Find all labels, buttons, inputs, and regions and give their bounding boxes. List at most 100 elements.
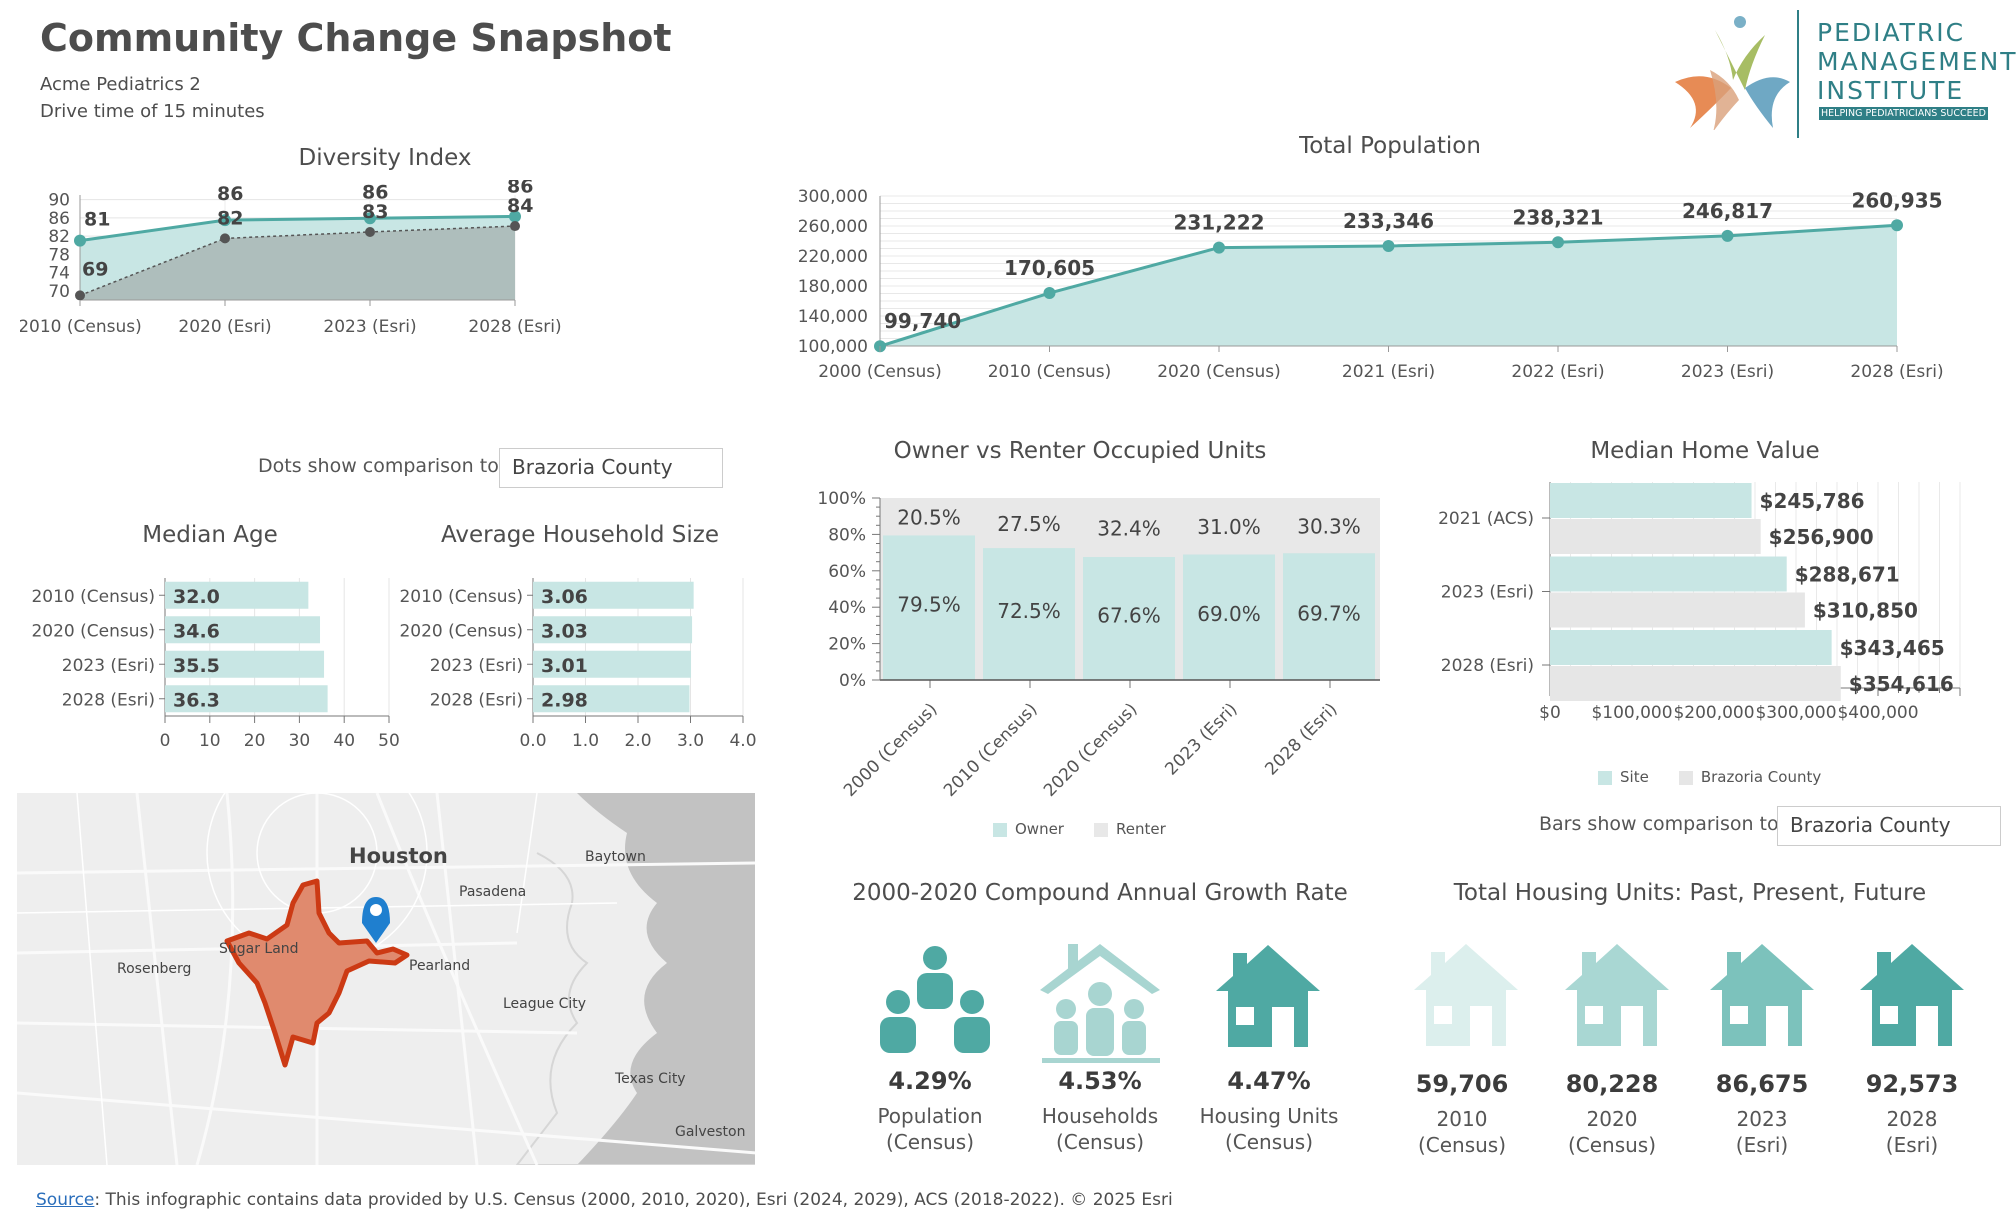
bars-comparison-select[interactable]: Brazoria County bbox=[1777, 806, 2001, 846]
population-point bbox=[1552, 236, 1564, 249]
map-label-sugar-land: Sugar Land bbox=[219, 941, 299, 957]
renter-data-label: 32.4% bbox=[1097, 516, 1161, 540]
y-tick-label: 180,000 bbox=[798, 277, 868, 297]
renter-data-label: 27.5% bbox=[997, 512, 1061, 536]
map-label-pearland: Pearland bbox=[409, 958, 470, 974]
y-tick-label: 260,000 bbox=[798, 217, 868, 237]
x-tick-label: 40 bbox=[333, 731, 355, 751]
site-name: Acme Pediatrics 2 bbox=[40, 74, 201, 95]
household-size-title: Average Household Size bbox=[441, 522, 719, 548]
site-data-label: 81 bbox=[84, 209, 110, 231]
x-tick-label: 2028 (Esri) bbox=[468, 317, 561, 337]
owner-data-label: 72.5% bbox=[997, 599, 1061, 623]
site-point bbox=[74, 234, 86, 247]
source-note: Source: This infographic contains data p… bbox=[36, 1190, 1173, 1210]
county-data-label: 82 bbox=[217, 207, 243, 229]
x-tick-label: 2.0 bbox=[624, 731, 651, 751]
dots-comparison-select[interactable]: Brazoria County bbox=[499, 448, 723, 488]
renter-bar bbox=[1083, 498, 1175, 557]
bar-data-label: 35.5 bbox=[173, 655, 220, 677]
bar-data-label: 3.03 bbox=[541, 620, 588, 642]
growth-stat-housing-units: 4.47% Housing Units (Census) bbox=[1199, 1067, 1339, 1154]
map-label-galveston: Galveston bbox=[675, 1124, 745, 1140]
site-bar bbox=[1550, 483, 1752, 518]
x-tick-label: 2021 (Esri) bbox=[1342, 362, 1435, 382]
home-value-title: Median Home Value bbox=[1590, 438, 1820, 464]
housing-units-icon bbox=[1216, 945, 1320, 1047]
site-point bbox=[219, 214, 231, 227]
county-data-label: $354,616 bbox=[1849, 672, 1954, 696]
population-data-label: 170,605 bbox=[1004, 256, 1095, 280]
owner-data-label: 79.5% bbox=[897, 593, 961, 617]
housing-stat-2020: 80,228 2020 (Census) bbox=[1565, 1070, 1659, 1157]
bar-data-label: 3.06 bbox=[541, 586, 588, 608]
population-data-label: 260,935 bbox=[1851, 188, 1942, 212]
owner-data-label: 69.0% bbox=[1197, 602, 1261, 626]
county-data-label: 84 bbox=[507, 195, 533, 217]
x-tick-label: 10 bbox=[199, 731, 221, 751]
tenure-legend: Owner Renter bbox=[993, 820, 1166, 838]
map-label-pasadena: Pasadena bbox=[459, 884, 526, 900]
site-line bbox=[79, 214, 516, 243]
household-size-chart: 0.0 1.0 2.0 3.0 4.0 3.06 2010 (Census) 3.03 2020… bbox=[399, 578, 757, 751]
population-chart: 100,000 140,000 180,000 220,000 260,000 300,0… bbox=[798, 187, 1944, 382]
drive-time-boundary bbox=[224, 878, 410, 1068]
county-point bbox=[220, 233, 230, 244]
y-tick-label: 140,000 bbox=[798, 307, 868, 327]
tenure-chart: 0% 20% 40% 60% 80% 100% 79.5% 20.5% 2000 (Census… bbox=[817, 489, 1380, 800]
x-tick-label: 2010 (Census) bbox=[20, 317, 142, 337]
y-tick-label: 2010 (Census) bbox=[399, 587, 523, 607]
y-tick-label: 82 bbox=[48, 227, 70, 247]
site-data-label: $288,671 bbox=[1795, 563, 1900, 587]
y-tick-label: 2010 (Census) bbox=[31, 587, 155, 607]
owner-bar bbox=[1183, 554, 1275, 680]
population-data-label: 231,222 bbox=[1173, 211, 1264, 235]
x-tick-label: 4.0 bbox=[729, 731, 756, 751]
site-pin-icon[interactable] bbox=[362, 897, 390, 943]
x-tick-label: 2000 (Census) bbox=[818, 362, 942, 382]
house-2010-icon bbox=[1414, 944, 1518, 1046]
owner-bar bbox=[1283, 553, 1375, 680]
growth-title: 2000-2020 Compound Annual Growth Rate bbox=[852, 880, 1348, 906]
y-tick-label: 2023 (Esri) bbox=[430, 656, 523, 676]
y-tick-label: 86 bbox=[48, 209, 70, 229]
y-tick-label: 2028 (Esri) bbox=[62, 690, 155, 710]
population-area bbox=[880, 225, 1897, 347]
y-tick-label: 90 bbox=[48, 191, 70, 211]
y-tick-label: 2020 (Census) bbox=[399, 621, 523, 641]
bar bbox=[533, 616, 693, 644]
map-label-houston: Houston bbox=[349, 844, 448, 868]
owner-bar bbox=[883, 535, 975, 680]
house-2020-icon bbox=[1565, 944, 1669, 1046]
x-tick-label: 2023 (Esri) bbox=[1681, 362, 1774, 382]
site-data-label: $343,465 bbox=[1840, 636, 1945, 660]
bar bbox=[533, 581, 694, 609]
x-tick-label: 2020 (Census) bbox=[1157, 362, 1281, 382]
x-tick-label: 2022 (Esri) bbox=[1511, 362, 1604, 382]
owner-bar bbox=[983, 548, 1075, 680]
bars-comparison-label: Bars show comparison to bbox=[1539, 813, 1779, 835]
source-link[interactable]: Source bbox=[36, 1190, 95, 1210]
drive-time-map[interactable]: Houston Pasadena Baytown Sugar Land Rose… bbox=[17, 793, 755, 1165]
y-tick-label: 2028 (Esri) bbox=[1441, 656, 1534, 676]
renter-bar bbox=[983, 498, 1075, 549]
median-age-chart: 0 10 20 30 40 50 32.0 2010 (Census) 34.6 2020 (Ce… bbox=[31, 578, 400, 751]
bar-data-label: 3.01 bbox=[541, 655, 588, 677]
housing-units-title: Total Housing Units: Past, Present, Futu… bbox=[1453, 880, 1927, 906]
x-tick-label: 2023 (Esri) bbox=[323, 317, 416, 337]
county-data-label: 83 bbox=[362, 201, 388, 223]
county-data-label: $256,900 bbox=[1769, 525, 1874, 549]
diversity-title: Diversity Index bbox=[298, 145, 472, 171]
population-point bbox=[1213, 241, 1225, 254]
renter-data-label: 31.0% bbox=[1197, 515, 1261, 539]
x-tick-label: $400,000 bbox=[1837, 703, 1918, 723]
y-tick-label: 0% bbox=[839, 671, 866, 691]
drive-time: Drive time of 15 minutes bbox=[40, 101, 265, 122]
population-data-label: 238,321 bbox=[1512, 205, 1603, 229]
y-tick-label: 2028 (Esri) bbox=[430, 690, 523, 710]
renter-data-label: 20.5% bbox=[897, 506, 961, 530]
y-tick-label: 300,000 bbox=[798, 187, 868, 207]
logo-text: PEDIATRIC MANAGEMENT INSTITUTE bbox=[1817, 18, 2016, 105]
growth-stat-households: 4.53% Households (Census) bbox=[1041, 1067, 1159, 1154]
population-title: Total Population bbox=[1299, 133, 1481, 159]
